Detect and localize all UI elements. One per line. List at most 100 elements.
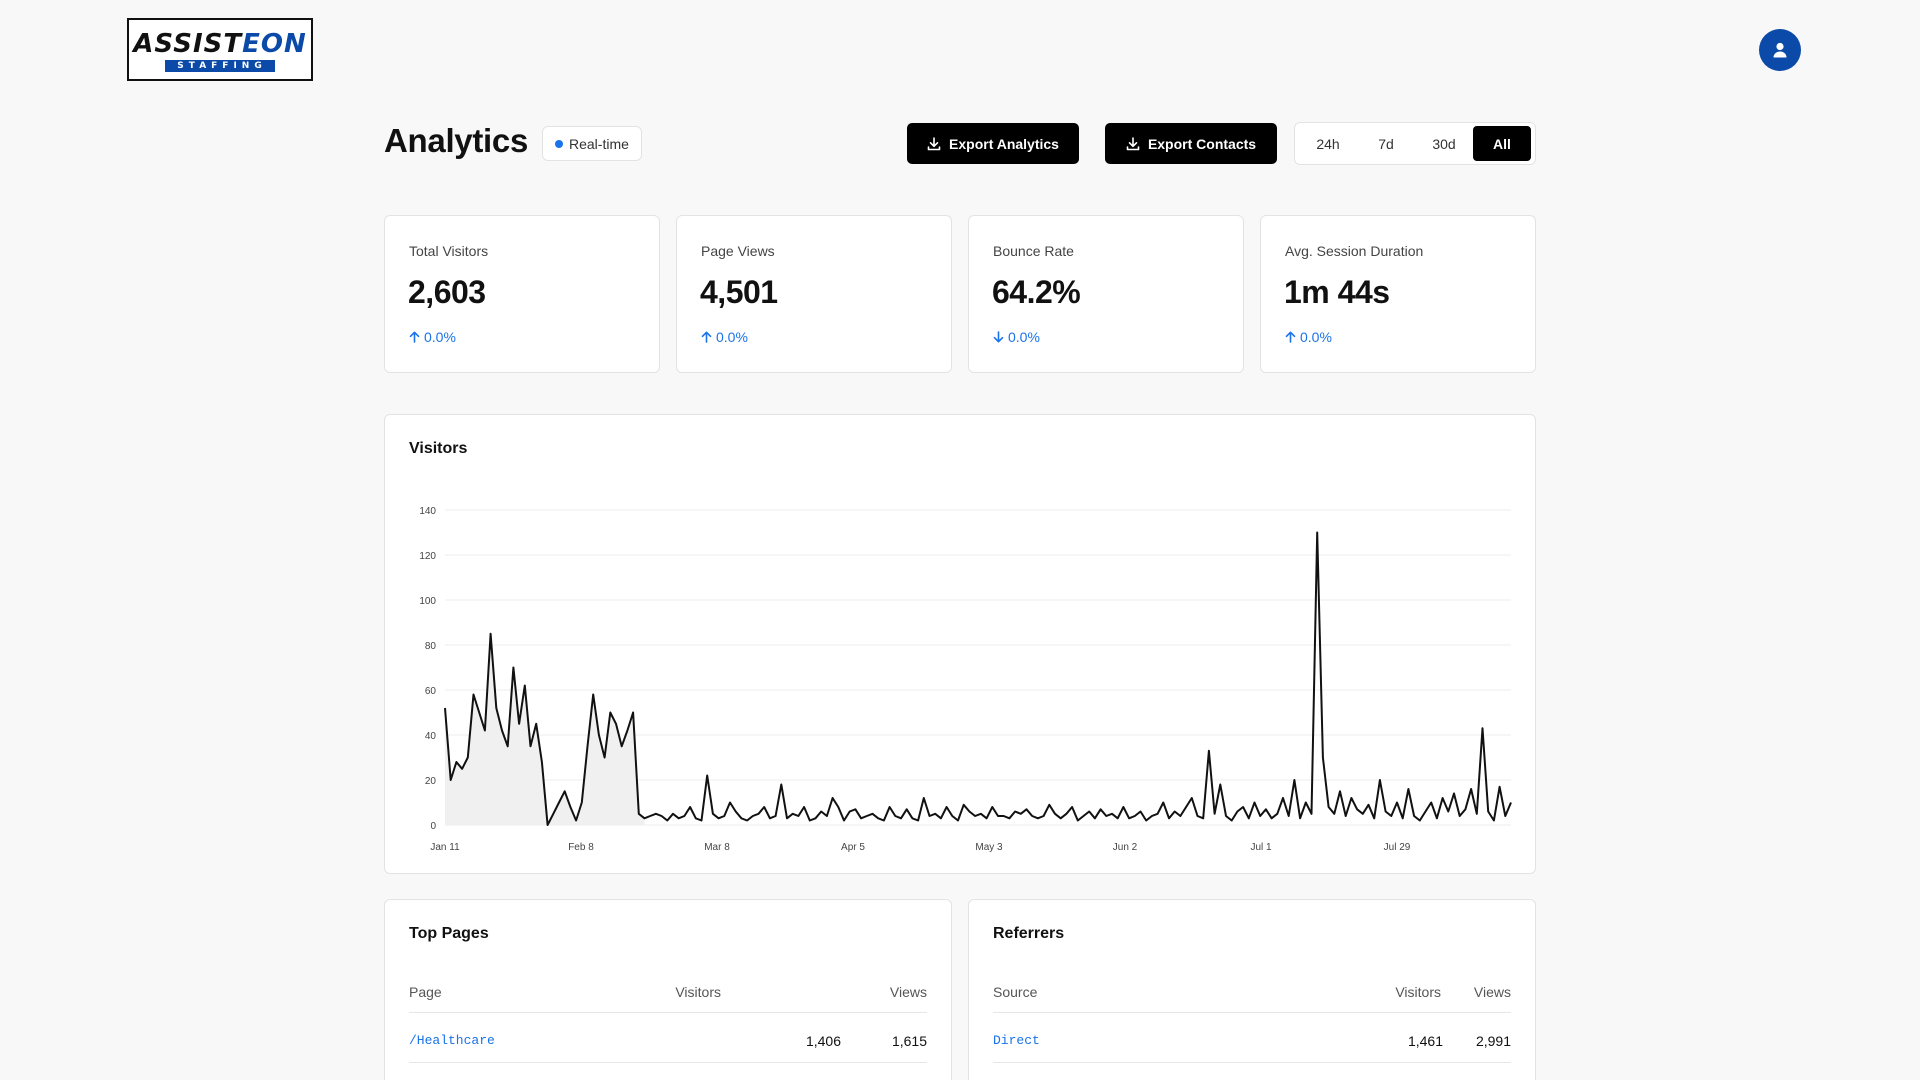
download-icon: [927, 136, 941, 150]
data-point: [688, 805, 692, 809]
data-point: [1384, 810, 1388, 814]
data-point: [1241, 805, 1245, 809]
stat-card-total-visitors: Total Visitors 2,603 0.0%: [384, 215, 660, 373]
table-divider: [409, 1062, 927, 1063]
data-point: [1429, 801, 1433, 805]
data-point: [933, 812, 937, 816]
stat-card-bounce-rate: Bounce Rate 64.2% 0.0%: [968, 215, 1244, 373]
data-point: [819, 810, 823, 814]
data-point: [910, 816, 914, 820]
data-point: [466, 756, 470, 760]
table-divider: [993, 1062, 1511, 1063]
data-point: [660, 814, 664, 818]
x-tick-label: Mar 8: [704, 842, 730, 853]
data-point: [1503, 814, 1507, 818]
data-point: [494, 706, 498, 710]
table-divider: [409, 1012, 927, 1013]
data-point: [996, 814, 1000, 818]
data-point: [506, 744, 510, 748]
data-point: [774, 814, 778, 818]
data-point: [985, 816, 989, 820]
stat-value: 1m 44s: [1284, 274, 1390, 310]
page-visitors: 1,406: [805, 1033, 841, 1049]
data-point: [534, 722, 538, 726]
data-point: [454, 760, 458, 764]
data-point: [779, 783, 783, 787]
stat-value: 64.2%: [992, 274, 1081, 310]
data-point: [511, 666, 515, 670]
stat-label: Page Views: [701, 243, 775, 259]
data-point: [1486, 810, 1490, 814]
column-header-visitors: Visitors: [1395, 984, 1441, 1000]
data-point: [1338, 789, 1342, 793]
data-point: [1292, 778, 1296, 782]
data-point: [1053, 812, 1057, 816]
data-point: [1235, 810, 1239, 814]
data-point: [796, 814, 800, 818]
data-point: [1025, 807, 1029, 811]
data-point: [1481, 726, 1485, 730]
data-point: [1167, 816, 1171, 820]
arrow-down-icon: [993, 331, 1004, 343]
logo-tagline: STAFFING: [165, 59, 275, 72]
stat-change: 0.0%: [409, 329, 456, 345]
export-contacts-label: Export Contacts: [1147, 135, 1257, 152]
data-point: [865, 814, 869, 818]
export-analytics-button[interactable]: Export Analytics: [907, 123, 1079, 164]
data-point: [608, 711, 612, 715]
range-24h-button[interactable]: 24h: [1316, 135, 1340, 152]
data-point: [1463, 807, 1467, 811]
data-point: [1201, 816, 1205, 820]
company-logo[interactable]: ASSISTEON STAFFING: [127, 18, 313, 81]
data-point: [1275, 812, 1279, 816]
data-point: [842, 819, 846, 823]
x-tick-label: May 3: [975, 842, 1003, 853]
stat-label: Total Visitors: [409, 243, 489, 259]
data-point: [551, 812, 555, 816]
data-point: [1372, 816, 1376, 820]
stat-change-value: 0.0%: [1008, 329, 1040, 345]
data-point: [1378, 778, 1382, 782]
y-tick-label: 0: [430, 821, 436, 832]
data-point: [1458, 814, 1462, 818]
x-tick-label: Jul 29: [1384, 842, 1411, 853]
data-point: [831, 796, 835, 800]
data-point: [580, 801, 584, 805]
export-contacts-button[interactable]: Export Contacts: [1105, 123, 1277, 164]
data-point: [1435, 816, 1439, 820]
data-point: [1332, 812, 1336, 816]
range-30d-button[interactable]: 30d: [1432, 135, 1456, 152]
stat-label: Avg. Session Duration: [1285, 243, 1424, 259]
range-all-button[interactable]: All: [1473, 126, 1531, 161]
data-point: [1019, 812, 1023, 816]
data-point: [1207, 749, 1211, 753]
stat-change-value: 0.0%: [716, 329, 748, 345]
user-icon: [1773, 42, 1787, 58]
page-link[interactable]: /Healthcare: [409, 1033, 495, 1048]
column-header-views: Views: [889, 984, 927, 1000]
user-avatar-button[interactable]: [1759, 29, 1801, 71]
data-point: [682, 814, 686, 818]
stat-change-value: 0.0%: [424, 329, 456, 345]
data-point: [1218, 783, 1222, 787]
stat-card-avg-session-duration: Avg. Session Duration 1m 44s 0.0%: [1260, 215, 1536, 373]
data-point: [1156, 812, 1160, 816]
referrer-link[interactable]: Direct: [993, 1033, 1040, 1048]
data-point: [665, 819, 669, 823]
data-point: [1150, 814, 1154, 818]
column-header-page: Page: [409, 984, 442, 1000]
realtime-badge: Real-time: [542, 126, 642, 161]
live-dot-icon: [555, 139, 563, 148]
data-point: [1406, 787, 1410, 791]
stat-card-page-views: Page Views 4,501 0.0%: [676, 215, 952, 373]
data-point: [916, 819, 920, 823]
data-point: [950, 814, 954, 818]
data-point: [814, 816, 818, 820]
stat-value: 2,603: [408, 274, 486, 310]
column-header-source: Source: [993, 984, 1038, 1000]
data-point: [449, 778, 453, 782]
data-point: [973, 814, 977, 818]
data-point: [1127, 816, 1131, 820]
range-7d-button[interactable]: 7d: [1378, 135, 1394, 152]
data-point: [808, 819, 812, 823]
